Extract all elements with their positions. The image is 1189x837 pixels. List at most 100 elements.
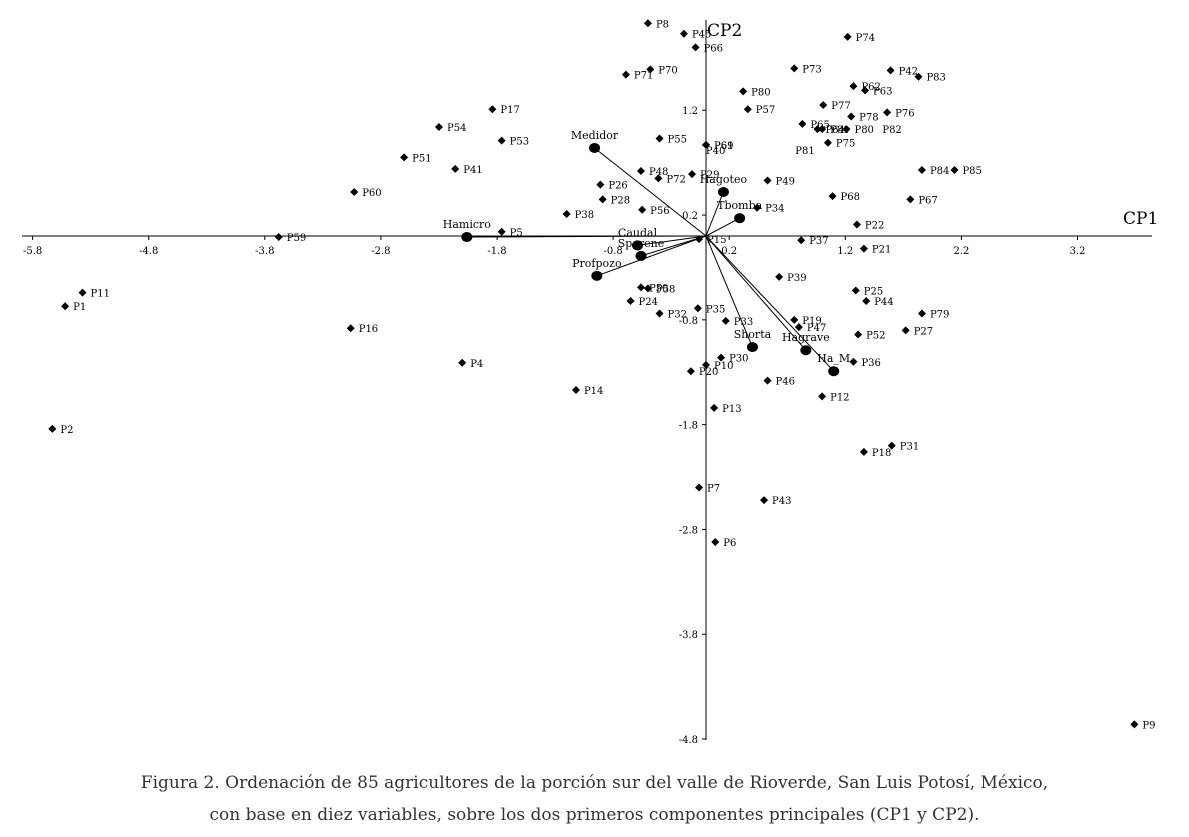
variable-vectors: Medidor Hagoteo Tbomba Hamicro CaudalSperene…: [443, 129, 850, 377]
x-tick-label: -5.8: [23, 246, 42, 257]
point-label: P47: [807, 323, 826, 334]
point-marker: [818, 125, 827, 134]
point-label: P69: [714, 141, 733, 152]
point-label: P10: [714, 361, 733, 372]
point-label: P78: [859, 113, 878, 124]
point-marker: [636, 283, 645, 292]
point-marker: [739, 87, 748, 96]
point-label: P30: [729, 354, 748, 365]
point-label: P25: [864, 286, 883, 297]
vector-line: [640, 235, 707, 257]
point-marker: [798, 119, 807, 128]
point-marker: [710, 403, 719, 412]
point-label: P41: [463, 165, 482, 176]
point-label: P45: [692, 30, 711, 41]
point-label: P50: [649, 283, 668, 294]
point-label: P44: [874, 297, 893, 308]
point-marker: [48, 424, 57, 433]
vector-line: [637, 235, 707, 246]
point-label: P63: [873, 86, 892, 97]
point-label: P16: [359, 324, 378, 335]
figure-caption-line-1: Figura 2. Ordenación de 85 agricultores …: [140, 773, 1049, 793]
point-marker: [598, 195, 607, 204]
point-label: P40: [706, 146, 725, 157]
point-label: P83: [926, 73, 945, 84]
vector-endpoint: [800, 345, 812, 356]
point-marker: [823, 138, 832, 147]
point-marker: [917, 165, 926, 174]
point-label: P81: [795, 146, 814, 157]
point-label: P39: [787, 273, 806, 284]
point-marker: [655, 309, 664, 318]
vector-label: Profpozo: [572, 257, 622, 270]
point-label: P14: [584, 386, 603, 397]
vector-label: Caudal: [618, 226, 658, 239]
point-label: P81: [830, 125, 849, 136]
point-label: P26: [608, 181, 627, 192]
x-tick-label: 3.2: [1070, 246, 1086, 257]
point-label: P61: [714, 141, 733, 152]
point-marker: [488, 105, 497, 114]
point-marker: [775, 272, 784, 281]
vector-label: Sperene: [618, 237, 664, 250]
y-tick-label: -4.8: [679, 735, 698, 746]
point-label: P77: [831, 101, 850, 112]
point-label: P11: [91, 289, 110, 300]
point-marker: [654, 174, 663, 183]
point-marker: [790, 64, 799, 73]
point-label: P62: [861, 82, 880, 93]
point-label: P76: [895, 108, 914, 119]
point-label: P12: [830, 392, 849, 403]
x-tick-label: -3.8: [255, 246, 274, 257]
point-label: P2: [60, 425, 73, 436]
point-label: P54: [447, 123, 466, 134]
point-label: P74: [856, 33, 875, 44]
point-marker: [695, 235, 704, 244]
point-label: P17: [500, 105, 519, 116]
point-marker: [621, 70, 630, 79]
point-marker: [679, 29, 688, 38]
vector-endpoint: [591, 270, 603, 281]
x-axis-label: CP1: [1123, 209, 1158, 229]
point-marker: [859, 447, 868, 456]
point-marker: [849, 82, 858, 91]
point-marker: [688, 170, 697, 179]
point-marker: [451, 164, 460, 173]
point-marker: [702, 360, 710, 369]
point-label: P19: [802, 316, 821, 327]
point-marker: [434, 123, 443, 132]
x-tick-label: -2.8: [371, 246, 390, 257]
point-label: P43: [772, 496, 791, 507]
point-marker: [626, 296, 635, 305]
point-label: P1: [73, 302, 86, 313]
point-marker: [813, 125, 822, 134]
point-label: P6: [723, 538, 736, 549]
point-marker: [828, 192, 837, 201]
point-label: P15: [707, 235, 726, 246]
point-label: P56: [650, 206, 669, 217]
point-label: P35: [706, 304, 725, 315]
y-tick-label: 1.2: [682, 106, 698, 117]
point-label: P38: [575, 210, 594, 221]
point-marker: [350, 187, 359, 196]
point-marker: [763, 176, 772, 185]
vector-label: Ha_M: [817, 352, 850, 365]
point-marker: [702, 140, 710, 149]
point-marker: [950, 165, 959, 174]
vector-endpoint: [717, 186, 729, 197]
point-marker: [636, 167, 645, 176]
point-label: P36: [861, 358, 880, 369]
y-tick-label: -2.8: [679, 525, 698, 536]
point-marker: [458, 358, 467, 367]
vector-line: [705, 235, 807, 351]
vector-endpoint: [734, 213, 746, 224]
vector-line: [596, 235, 707, 277]
point-label: P66: [704, 43, 723, 54]
vector-label: Medidor: [571, 129, 619, 142]
point-marker: [400, 153, 409, 162]
point-label: P70: [658, 65, 677, 76]
point-label: P80: [854, 125, 873, 136]
point-label: P84: [930, 166, 949, 177]
point-label: P58: [656, 284, 675, 295]
pca-biplot: -5.8 -4.8 -3.8 -2.8 -1.8 -0.8 0.2 1.2 2.2 3.2 1.2 0…: [22, 19, 1158, 746]
